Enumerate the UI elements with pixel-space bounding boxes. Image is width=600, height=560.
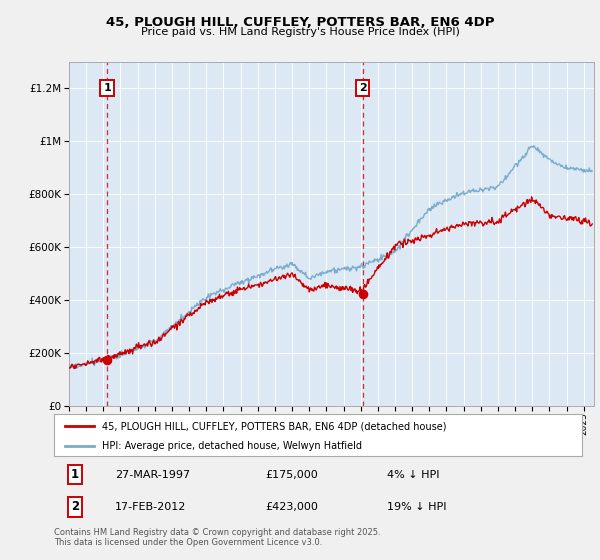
Text: Contains HM Land Registry data © Crown copyright and database right 2025.
This d: Contains HM Land Registry data © Crown c… [54, 528, 380, 547]
Text: £423,000: £423,000 [265, 502, 318, 512]
Text: 45, PLOUGH HILL, CUFFLEY, POTTERS BAR, EN6 4DP (detached house): 45, PLOUGH HILL, CUFFLEY, POTTERS BAR, E… [101, 421, 446, 431]
Text: 2: 2 [71, 500, 79, 514]
Text: 17-FEB-2012: 17-FEB-2012 [115, 502, 186, 512]
Text: 1: 1 [103, 83, 111, 93]
Text: 4% ↓ HPI: 4% ↓ HPI [386, 470, 439, 480]
Text: 19% ↓ HPI: 19% ↓ HPI [386, 502, 446, 512]
Text: 2: 2 [359, 83, 367, 93]
Point [358, 290, 368, 298]
Text: 27-MAR-1997: 27-MAR-1997 [115, 470, 190, 480]
Text: Price paid vs. HM Land Registry's House Price Index (HPI): Price paid vs. HM Land Registry's House … [140, 27, 460, 37]
Text: HPI: Average price, detached house, Welwyn Hatfield: HPI: Average price, detached house, Welw… [101, 441, 362, 451]
Text: 1: 1 [71, 468, 79, 481]
Text: £175,000: £175,000 [265, 470, 318, 480]
Text: 45, PLOUGH HILL, CUFFLEY, POTTERS BAR, EN6 4DP: 45, PLOUGH HILL, CUFFLEY, POTTERS BAR, E… [106, 16, 494, 29]
Point [102, 355, 112, 364]
